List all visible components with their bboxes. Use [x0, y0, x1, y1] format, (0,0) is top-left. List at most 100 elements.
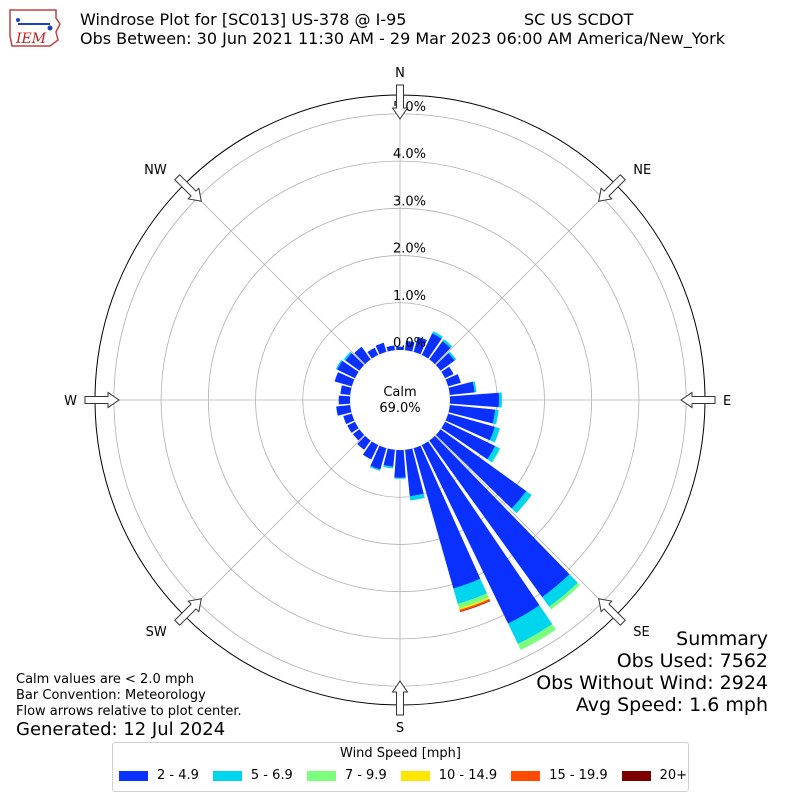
windrose-bar: [340, 385, 352, 395]
windrose-bar: [459, 597, 490, 610]
legend-item: 2 - 4.9: [119, 768, 199, 783]
windrose-bar: [337, 360, 359, 379]
windrose-bar: [429, 341, 451, 365]
calm-value: 69.0%: [379, 401, 420, 416]
windrose-bar: [472, 381, 477, 393]
angular-gridline: [184, 435, 365, 616]
windrose-bar: [441, 366, 454, 379]
iem-logo: IEM: [9, 9, 61, 47]
note-calm: Calm values are < 2.0 mph: [16, 672, 195, 687]
windrose-bar: [343, 413, 355, 425]
windrose-bar: [345, 352, 365, 371]
header-network: SC US SCDOT: [524, 10, 634, 29]
legend-label: 10 - 14.9: [438, 768, 498, 783]
windrose-bar: [362, 441, 379, 460]
windrose-bar: [498, 392, 502, 408]
generated-date: Generated: 12 Jul 2024: [16, 719, 226, 740]
windrose-bar: [354, 346, 371, 365]
windrose-bar: [396, 346, 404, 351]
flow-arrow-shape: [174, 598, 202, 626]
header-period: Obs Between: 30 Jun 2021 11:30 AM - 29 M…: [80, 29, 726, 48]
windrose-bar: [429, 435, 570, 598]
windrose-bar: [394, 449, 406, 478]
radial-tick-label: 4.0%: [393, 147, 426, 162]
summary-title: Summary: [676, 628, 768, 650]
legend-label: 2 - 4.9: [157, 768, 199, 783]
windrose-bar: [334, 372, 355, 387]
flow-arrow: [391, 84, 409, 120]
compass-label-w: W: [64, 394, 77, 409]
windrose-bar: [369, 465, 381, 471]
windrose-bar: [549, 582, 581, 610]
windrose-bar: [409, 493, 425, 501]
windrose-bar: [449, 392, 500, 408]
windrose-bar: [508, 605, 553, 644]
calm-label: Calm: [383, 385, 416, 400]
flow-arrow: [598, 598, 626, 626]
legend-item: 7 - 9.9: [306, 768, 387, 783]
summary-obs-without-wind: Obs Without Wind: 2924: [536, 672, 768, 694]
windrose-bar: [336, 405, 352, 416]
windrose-bar: [445, 374, 461, 387]
legend-title: Wind Speed [mph]: [340, 746, 461, 761]
windrose-bar: [448, 351, 457, 361]
windrose-bar: [375, 342, 387, 355]
flow-arrow-shape: [84, 391, 120, 409]
summary-avg-speed: Avg Speed: 1.6 mph: [575, 694, 768, 716]
windrose-bar: [338, 395, 351, 405]
windrose-bar: [459, 598, 491, 612]
header-title: Windrose Plot for [SC013] US-378 @ I-95: [80, 10, 407, 29]
windrose-bar: [487, 446, 500, 463]
windrose-bar: [435, 429, 527, 509]
flow-arrow-shape: [391, 680, 409, 716]
note-flow-arrows: Flow arrows relative to plot center.: [16, 704, 242, 719]
angular-gridline: [435, 435, 616, 616]
windrose-bar: [352, 429, 365, 441]
compass-label-e: E: [723, 394, 731, 409]
legend-item: 20+: [621, 768, 687, 783]
windrose-bar: [413, 445, 481, 589]
windrose-bar: [448, 381, 475, 395]
legend-swatch: [511, 770, 541, 781]
windrose-bar: [370, 445, 387, 470]
legend-items: 2 - 4.9 5 - 6.9 7 - 9.9 10 - 14.9 15 - 19.9 2…: [119, 768, 701, 783]
windrose-bar: [421, 333, 442, 359]
legend-label: 7 - 9.9: [344, 768, 387, 783]
legend: Wind Speed [mph] 2 - 4.9 5 - 6.9 7 - 9.9 10…: [112, 742, 689, 792]
compass-label-sw: SW: [146, 625, 167, 640]
windrose-bar: [405, 448, 424, 497]
legend-swatch: [306, 770, 336, 781]
windrose-bar: [492, 409, 499, 425]
compass-label-s: S: [396, 721, 404, 736]
windrose-bar: [347, 421, 359, 433]
note-bar-convention: Bar Convention: Meteorology: [16, 688, 206, 703]
legend-swatch: [212, 770, 242, 781]
windrose-bar: [459, 600, 491, 613]
windrose-bar: [357, 435, 371, 450]
windrose-bar: [386, 345, 395, 352]
windrose-bar: [441, 421, 496, 460]
windrose-bar: [457, 593, 489, 609]
calm-circle: [350, 350, 450, 450]
flow-arrow-shape: [598, 174, 626, 202]
svg-text:IEM: IEM: [15, 31, 47, 47]
angular-gridline: [184, 184, 365, 365]
flow-arrow-shape: [680, 391, 716, 409]
flow-arrow: [680, 391, 716, 409]
radial-tick-label: 1.0%: [393, 289, 426, 304]
windrose-bar: [405, 340, 415, 352]
flow-arrow: [174, 598, 202, 626]
windrose-bar: [394, 477, 406, 479]
windrose-bar: [435, 352, 455, 371]
windrose-bar: [445, 413, 495, 441]
windrose-bar: [383, 448, 395, 467]
flow-arrow-shape: [598, 598, 626, 626]
flow-arrow: [174, 174, 202, 202]
legend-item: 15 - 19.9: [511, 768, 608, 783]
flow-arrow: [391, 680, 409, 716]
windrose-bar: [489, 426, 500, 443]
radial-tick-label: 0.0%: [393, 336, 426, 351]
windrose-bar: [511, 491, 532, 514]
radial-tick-label: 2.0%: [393, 242, 426, 257]
